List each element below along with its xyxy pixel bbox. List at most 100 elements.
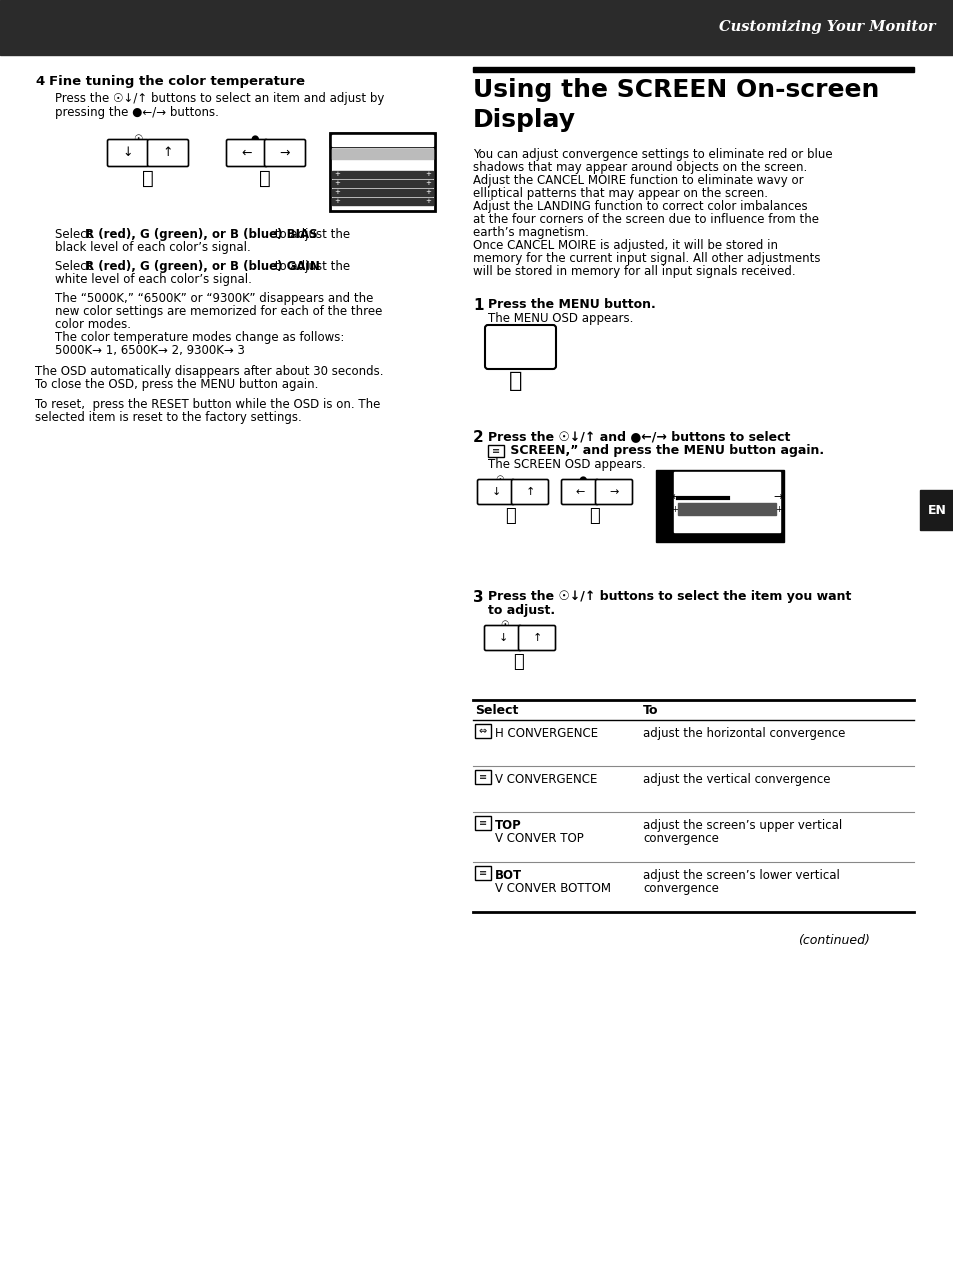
Text: to adjust the: to adjust the (271, 259, 350, 273)
Text: →: → (773, 492, 781, 502)
Text: selected item is reset to the factory settings.: selected item is reset to the factory se… (35, 411, 301, 424)
Text: 👋: 👋 (142, 169, 153, 188)
Text: The MENU OSD appears.: The MENU OSD appears. (488, 312, 633, 326)
Text: Customizing Your Monitor: Customizing Your Monitor (719, 20, 935, 34)
FancyBboxPatch shape (484, 626, 521, 650)
Text: To reset,  press the RESET button while the OSD is on. The: To reset, press the RESET button while t… (35, 398, 380, 411)
Text: ↑: ↑ (525, 487, 534, 497)
Text: Adjust the LANDING function to correct color imbalances: Adjust the LANDING function to correct c… (473, 200, 807, 212)
Text: Fine tuning the color temperature: Fine tuning the color temperature (49, 75, 305, 88)
Text: ←: ← (671, 492, 680, 502)
Bar (330, 134, 435, 211)
Text: ☉: ☉ (500, 619, 509, 630)
Text: ↑: ↑ (163, 146, 173, 159)
Text: white level of each color’s signal.: white level of each color’s signal. (55, 273, 252, 286)
Text: adjust the screen’s lower vertical: adjust the screen’s lower vertical (642, 869, 839, 881)
Bar (332, 198, 433, 205)
FancyBboxPatch shape (226, 140, 267, 167)
Text: Select: Select (55, 228, 95, 240)
Text: 3: 3 (473, 590, 483, 605)
FancyBboxPatch shape (264, 140, 305, 167)
Text: ●: ● (578, 474, 587, 485)
Text: H CONVERGENCE: H CONVERGENCE (495, 728, 598, 740)
Text: black level of each color’s signal.: black level of each color’s signal. (55, 240, 251, 254)
Text: 2: 2 (473, 430, 483, 445)
Text: 👋: 👋 (259, 169, 271, 188)
Text: Press the MENU button.: Press the MENU button. (488, 298, 655, 310)
Text: ←: ← (575, 487, 584, 497)
Bar (656, 469, 783, 542)
Text: ↓: ↓ (497, 633, 507, 644)
Text: +: + (334, 190, 339, 195)
Text: +: + (334, 198, 339, 204)
Text: →: → (609, 487, 618, 497)
Text: +: + (425, 170, 431, 177)
Circle shape (661, 494, 665, 499)
Bar (673, 472, 780, 532)
Circle shape (661, 530, 665, 534)
Text: +: + (775, 505, 781, 514)
Text: (continued): (continued) (798, 934, 869, 946)
Text: 👋: 👋 (513, 653, 524, 672)
Text: V CONVER BOTTOM: V CONVER BOTTOM (495, 881, 610, 895)
Bar (332, 135, 433, 146)
Bar (332, 190, 433, 196)
Text: +: + (671, 505, 678, 514)
Bar (678, 502, 775, 515)
Bar (475, 770, 491, 784)
Text: Press the ☉↓/↑ and ●←/→ buttons to select: Press the ☉↓/↑ and ●←/→ buttons to selec… (488, 430, 789, 443)
Bar (919, 490, 953, 530)
Text: color modes.: color modes. (55, 318, 131, 331)
Text: The color temperature modes change as follows:: The color temperature modes change as fo… (55, 331, 344, 343)
Text: adjust the vertical convergence: adjust the vertical convergence (642, 773, 830, 786)
Text: Select: Select (475, 703, 517, 717)
Text: at the four corners of the screen due to influence from the: at the four corners of the screen due to… (473, 212, 818, 226)
Text: TOP: TOP (495, 819, 521, 832)
Text: BOT: BOT (495, 869, 521, 881)
Text: The “5000K,” “6500K” or “9300K” disappears and the: The “5000K,” “6500K” or “9300K” disappea… (55, 293, 373, 305)
Bar (330, 134, 435, 148)
Text: To: To (642, 703, 658, 717)
Text: adjust the screen’s upper vertical: adjust the screen’s upper vertical (642, 819, 841, 832)
Text: ↑: ↑ (532, 633, 541, 644)
Text: +: + (334, 170, 339, 177)
Text: ⇔: ⇔ (478, 726, 487, 736)
Text: V CONVER TOP: V CONVER TOP (495, 832, 583, 845)
FancyBboxPatch shape (511, 480, 548, 505)
Circle shape (661, 482, 665, 486)
Bar (475, 866, 491, 880)
Text: adjust the horizontal convergence: adjust the horizontal convergence (642, 728, 844, 740)
FancyBboxPatch shape (148, 140, 189, 167)
Text: convergence: convergence (642, 881, 719, 895)
Text: to adjust the: to adjust the (271, 228, 350, 240)
Text: Display: Display (473, 108, 576, 132)
Text: ●: ● (251, 134, 259, 144)
Text: +: + (334, 181, 339, 186)
Text: ↓: ↓ (491, 487, 500, 497)
Bar (332, 170, 433, 178)
Text: shadows that may appear around objects on the screen.: shadows that may appear around objects o… (473, 162, 806, 174)
Text: ←: ← (241, 146, 252, 159)
Text: Select: Select (55, 259, 95, 273)
Text: 4: 4 (35, 75, 44, 88)
Text: earth’s magnetism.: earth’s magnetism. (473, 226, 588, 239)
Text: to adjust.: to adjust. (488, 604, 555, 617)
Text: elliptical patterns that may appear on the screen.: elliptical patterns that may appear on t… (473, 187, 767, 200)
Text: →: → (279, 146, 290, 159)
Text: 1: 1 (473, 298, 483, 313)
Text: The OSD automatically disappears after about 30 seconds.: The OSD automatically disappears after a… (35, 365, 383, 378)
Bar (475, 724, 491, 738)
Text: ☉: ☉ (133, 134, 143, 144)
Text: ≡: ≡ (478, 868, 487, 878)
Text: Once CANCEL MOIRE is adjusted, it will be stored in: Once CANCEL MOIRE is adjusted, it will b… (473, 239, 778, 252)
Text: +: + (425, 198, 431, 204)
Text: 👋: 👋 (589, 508, 599, 525)
Text: You can adjust convergence settings to eliminate red or blue: You can adjust convergence settings to e… (473, 148, 832, 162)
Circle shape (661, 518, 665, 522)
Text: will be stored in memory for all input signals received.: will be stored in memory for all input s… (473, 265, 795, 279)
Text: ≡: ≡ (478, 818, 487, 828)
Text: The SCREEN OSD appears.: The SCREEN OSD appears. (488, 458, 645, 471)
Text: SCREEN,” and press the MENU button again.: SCREEN,” and press the MENU button again… (505, 444, 823, 457)
Circle shape (661, 506, 665, 510)
Text: ≡: ≡ (492, 446, 499, 455)
